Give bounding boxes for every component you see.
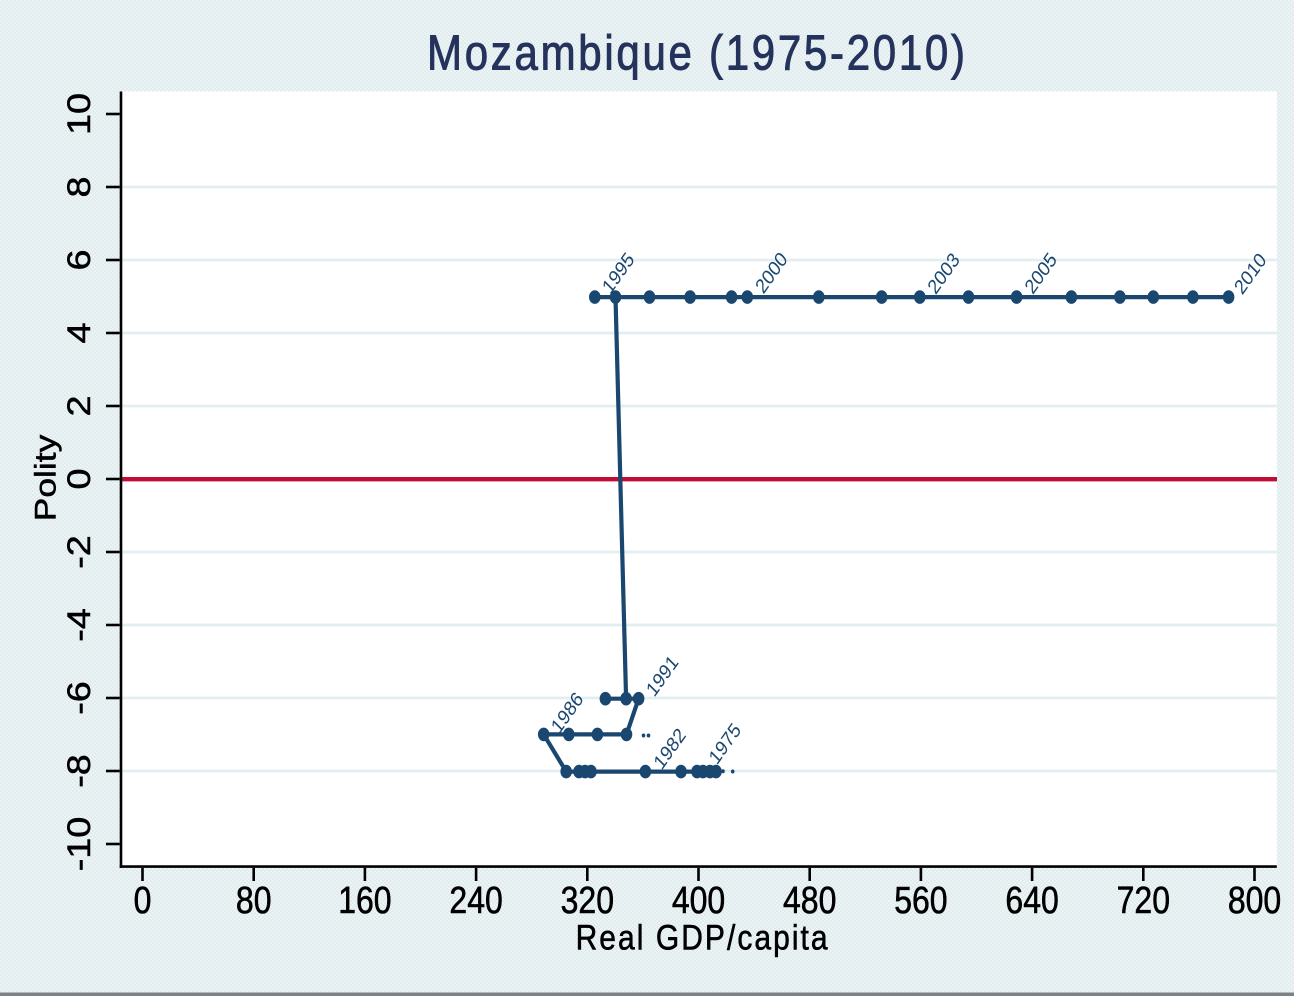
svg-text:-8: -8 bbox=[61, 754, 97, 788]
svg-text:4: 4 bbox=[61, 322, 97, 343]
svg-text:640: 640 bbox=[1005, 880, 1058, 922]
svg-text:720: 720 bbox=[1117, 880, 1170, 922]
svg-text:-10: -10 bbox=[61, 817, 97, 872]
svg-text:-4: -4 bbox=[61, 608, 97, 642]
svg-text:800: 800 bbox=[1228, 880, 1281, 922]
svg-text:0: 0 bbox=[61, 468, 97, 489]
svg-text:Polity: Polity bbox=[28, 434, 62, 521]
svg-text:160: 160 bbox=[338, 880, 391, 922]
svg-text:10: 10 bbox=[61, 93, 97, 135]
svg-text:320: 320 bbox=[561, 880, 614, 922]
svg-text:-2: -2 bbox=[61, 535, 97, 569]
svg-text:-6: -6 bbox=[61, 681, 97, 715]
svg-text:400: 400 bbox=[672, 880, 725, 922]
svg-text:2: 2 bbox=[61, 395, 97, 416]
svg-text:0: 0 bbox=[134, 880, 152, 922]
svg-text:240: 240 bbox=[449, 880, 502, 922]
svg-text:Real GDP/capita: Real GDP/capita bbox=[576, 917, 829, 957]
svg-text:6: 6 bbox=[61, 249, 97, 270]
svg-text:8: 8 bbox=[61, 176, 97, 197]
svg-text:80: 80 bbox=[236, 880, 272, 922]
svg-text:480: 480 bbox=[783, 880, 836, 922]
svg-text:560: 560 bbox=[894, 880, 947, 922]
svg-text:Mozambique (1975-2010): Mozambique (1975-2010) bbox=[427, 24, 965, 80]
